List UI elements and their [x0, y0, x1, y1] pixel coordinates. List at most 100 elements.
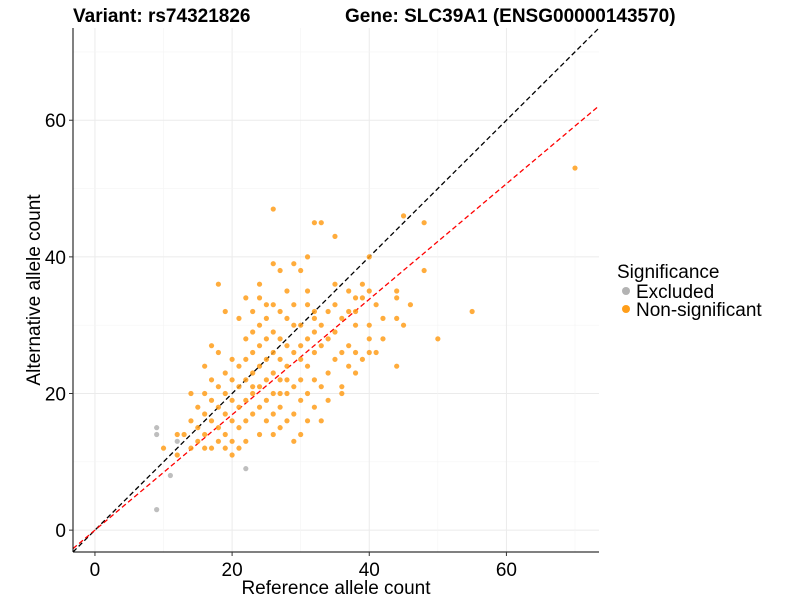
point-non-significant — [208, 343, 215, 349]
point-non-significant — [346, 308, 352, 315]
point-non-significant — [469, 308, 475, 315]
point-non-significant — [318, 220, 324, 226]
point-non-significant — [332, 356, 338, 362]
x-tick-label: 20 — [222, 560, 243, 581]
point-non-significant — [394, 288, 400, 294]
point-non-significant — [202, 411, 208, 417]
x-tick-label: 60 — [496, 560, 517, 581]
point-non-significant — [298, 397, 304, 403]
point-non-significant — [359, 281, 366, 287]
point-non-significant — [352, 370, 359, 376]
point-non-significant — [298, 343, 304, 349]
point-non-significant — [318, 418, 324, 424]
point-non-significant — [284, 418, 290, 424]
point-non-significant — [174, 452, 180, 458]
point-non-significant — [236, 445, 242, 451]
point-non-significant — [270, 370, 276, 376]
point-non-significant — [380, 315, 386, 321]
point-non-significant — [366, 349, 372, 356]
point-non-significant — [311, 220, 317, 226]
point-excluded — [167, 472, 173, 479]
tick-labels: 0 20 40 60 0 20 40 60 — [45, 111, 517, 581]
point-non-significant — [270, 390, 276, 397]
point-non-significant — [373, 349, 379, 356]
point-non-significant — [291, 349, 297, 356]
point-non-significant — [325, 397, 331, 403]
point-non-significant — [222, 390, 228, 397]
point-non-significant — [256, 281, 263, 287]
point-non-significant — [215, 404, 221, 410]
point-non-significant — [277, 308, 283, 315]
point-non-significant — [373, 302, 379, 308]
point-non-significant — [298, 431, 304, 438]
point-non-significant — [256, 343, 263, 349]
point-non-significant — [394, 295, 400, 301]
point-non-significant — [256, 295, 263, 301]
point-non-significant — [325, 308, 331, 315]
point-non-significant — [243, 377, 249, 383]
point-non-significant — [270, 302, 276, 308]
legend-swatch-non-significant — [622, 305, 630, 313]
point-non-significant — [318, 322, 324, 328]
point-non-significant — [188, 445, 194, 451]
point-non-significant — [339, 384, 345, 390]
point-non-significant — [236, 384, 242, 390]
point-non-significant — [229, 397, 235, 403]
point-non-significant — [366, 322, 372, 328]
point-non-significant — [256, 322, 263, 328]
data-points — [154, 165, 578, 513]
point-non-significant — [250, 390, 256, 397]
fit-line — [72, 105, 600, 550]
point-non-significant — [250, 349, 256, 356]
point-non-significant — [208, 445, 215, 451]
point-non-significant — [284, 390, 290, 397]
point-non-significant — [339, 349, 345, 356]
point-non-significant — [270, 206, 276, 212]
point-non-significant — [291, 322, 297, 328]
point-non-significant — [311, 315, 317, 321]
point-non-significant — [243, 295, 249, 301]
point-excluded — [154, 507, 160, 513]
legend-swatch-excluded — [622, 287, 630, 295]
point-non-significant — [202, 363, 208, 369]
identity-line — [72, 27, 600, 553]
point-non-significant — [229, 452, 235, 458]
point-non-significant — [195, 404, 201, 410]
point-non-significant — [421, 220, 427, 226]
point-non-significant — [243, 418, 249, 424]
point-non-significant — [284, 363, 290, 369]
point-non-significant — [325, 336, 331, 342]
point-non-significant — [222, 431, 228, 438]
point-non-significant — [284, 288, 290, 294]
point-non-significant — [243, 336, 249, 342]
point-non-significant — [256, 404, 263, 410]
point-non-significant — [263, 356, 269, 362]
point-non-significant — [215, 384, 221, 390]
point-non-significant — [304, 336, 311, 342]
point-non-significant — [366, 254, 372, 260]
point-non-significant — [202, 431, 208, 438]
point-non-significant — [352, 349, 359, 356]
point-non-significant — [304, 254, 311, 260]
point-non-significant — [195, 438, 201, 444]
point-non-significant — [284, 315, 290, 321]
point-non-significant — [263, 397, 269, 403]
y-tick-label: 60 — [45, 111, 66, 132]
point-non-significant — [311, 404, 317, 410]
point-non-significant — [291, 438, 297, 444]
point-non-significant — [298, 356, 304, 362]
point-non-significant — [304, 363, 311, 369]
point-non-significant — [291, 261, 297, 267]
point-non-significant — [263, 336, 269, 342]
legend-label-excluded: Excluded — [636, 282, 714, 303]
point-non-significant — [256, 363, 263, 369]
legend: Significance Excluded Non-significant — [617, 262, 762, 321]
chart-title-right: Gene: SLC39A1 (ENSG00000143570) — [345, 6, 676, 27]
point-non-significant — [277, 390, 283, 397]
chart-title-left: Variant: rs74321826 — [73, 6, 250, 27]
x-axis-label: Reference allele count — [241, 578, 431, 599]
point-non-significant — [339, 315, 345, 321]
point-non-significant — [332, 329, 338, 335]
point-non-significant — [250, 411, 256, 417]
point-non-significant — [298, 377, 304, 383]
